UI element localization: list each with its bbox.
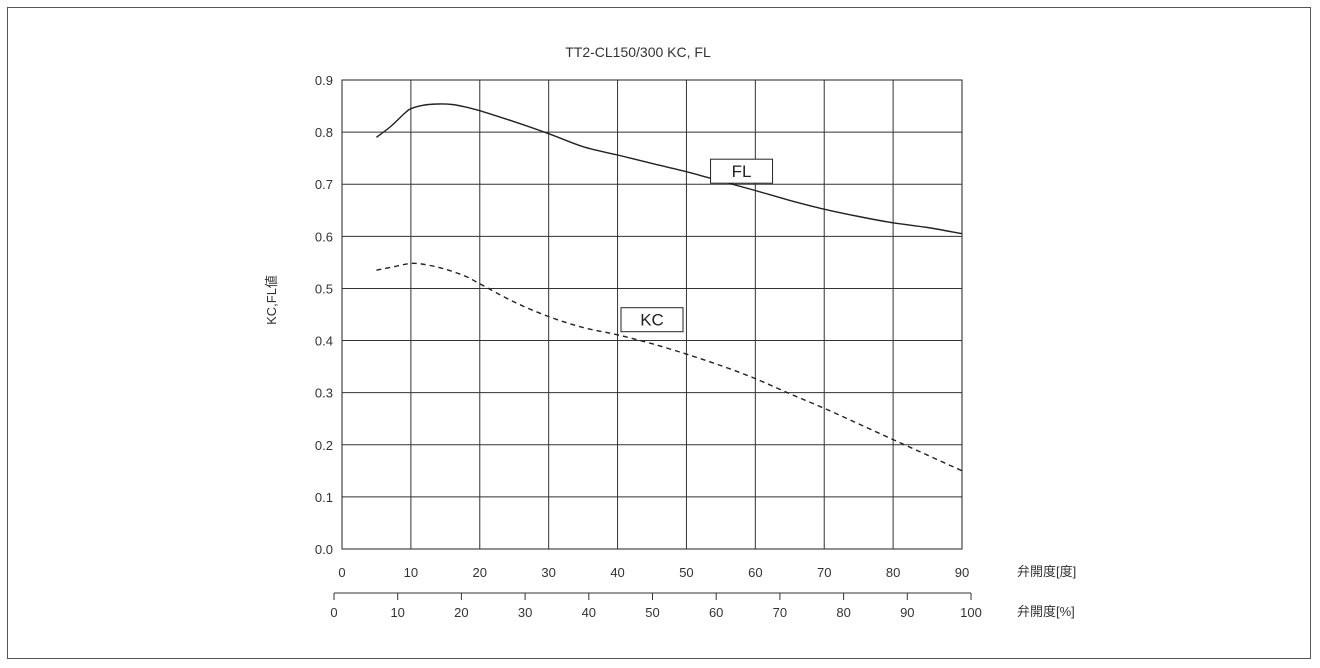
- x-tick-labels: 0 10 20 30 40 50 60 70 80 90: [338, 565, 969, 580]
- series-tags: FL KC: [620, 158, 774, 333]
- y-tick-label: 0.6: [315, 229, 333, 244]
- chart-frame: [7, 7, 1311, 659]
- series-tag-box: [710, 158, 774, 184]
- x-tick-label: 10: [404, 565, 418, 580]
- x2-tick-label: 40: [582, 605, 596, 620]
- y-tick-label: 0.8: [315, 125, 333, 140]
- series-tag-label: FL: [732, 162, 752, 181]
- series-line-kc: [376, 262, 963, 472]
- x2-tick-label: 50: [645, 605, 659, 620]
- y-tick-label: 0.5: [315, 281, 333, 296]
- x2-tick-label: 20: [454, 605, 468, 620]
- x-tick-label: 20: [473, 565, 487, 580]
- y-axis-label: KC,FL値: [264, 275, 279, 325]
- y-tick-label: 0.9: [315, 73, 333, 88]
- x2-tick-label: 100: [960, 605, 982, 620]
- x-tick-label: 90: [955, 565, 969, 580]
- plot-border: [341, 79, 963, 550]
- series-line-fl: [375, 103, 963, 235]
- x-tick-label: 0: [338, 565, 345, 580]
- x2-axis-label: 弁開度[%]: [1017, 604, 1075, 619]
- x-tick-label: 40: [610, 565, 624, 580]
- x-axis-label: 弁開度[度]: [1017, 564, 1076, 579]
- x2-tick-label: 80: [836, 605, 850, 620]
- secondary-x-axis: 0 10 20 30 40 50 60 70 80 90 100: [330, 592, 982, 620]
- x-tick-label: 80: [886, 565, 900, 580]
- y-tick-labels: 0.0 0.1 0.2 0.3 0.4 0.5 0.6 0.7 0.8 0.9: [315, 73, 333, 557]
- x2-tick-label: 60: [709, 605, 723, 620]
- series-tag-label: KC: [640, 311, 664, 330]
- y-tick-label: 0.0: [315, 542, 333, 557]
- x2-tick-label: 90: [900, 605, 914, 620]
- x-tick-label: 50: [679, 565, 693, 580]
- y-tick-label: 0.4: [315, 334, 333, 349]
- series-tag-box: [620, 307, 684, 333]
- y-tick-label: 0.1: [315, 490, 333, 505]
- x-tick-label: 70: [817, 565, 831, 580]
- x2-tick-label: 70: [773, 605, 787, 620]
- x-tick-label: 30: [541, 565, 555, 580]
- x2-tick-label: 10: [390, 605, 404, 620]
- series-layer: [375, 103, 963, 472]
- x2-tick-label: 0: [330, 605, 337, 620]
- x-tick-label: 60: [748, 565, 762, 580]
- x2-tick-label: 30: [518, 605, 532, 620]
- y-tick-label: 0.3: [315, 386, 333, 401]
- chart-title: TT2-CL150/300 KC, FL: [565, 44, 711, 60]
- y-tick-label: 0.2: [315, 438, 333, 453]
- y-tick-label: 0.7: [315, 177, 333, 192]
